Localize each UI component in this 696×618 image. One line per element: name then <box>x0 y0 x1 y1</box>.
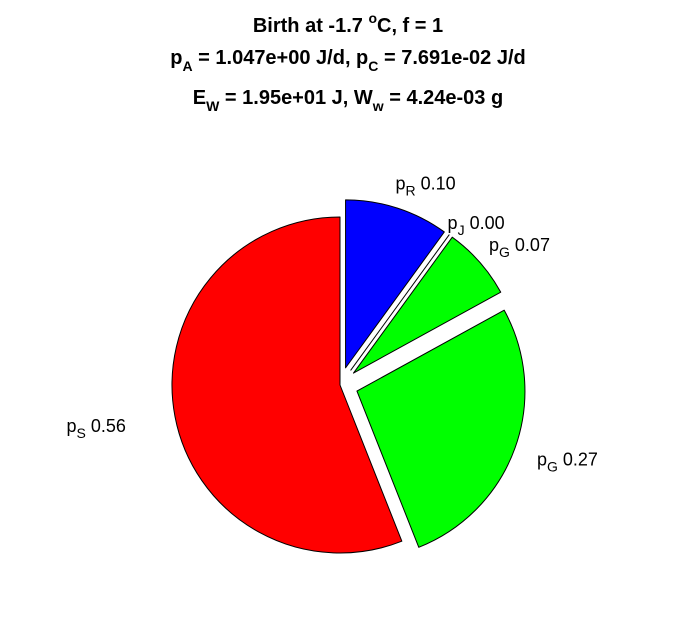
slice-label-0: pR 0.10 <box>396 173 456 198</box>
slice-label-2: pG 0.07 <box>489 235 550 260</box>
pie-slice-pg-3 <box>356 309 526 548</box>
pie-slice-pr-0 <box>345 199 445 369</box>
slice-label-4: pS 0.56 <box>66 416 125 441</box>
pie-slice-ps-4 <box>171 216 403 554</box>
slice-label-1: pJ 0.00 <box>448 213 505 238</box>
pie-slices <box>171 199 526 554</box>
pie-slice-pg-2 <box>353 236 502 374</box>
slice-label-3: pG 0.27 <box>537 450 598 475</box>
chart-title-line: EW = 1.95e+01 J, Ww = 4.24e-03 g <box>193 87 503 114</box>
chart-title-line: Birth at -1.7 oC, f = 1 <box>253 10 443 37</box>
chart-title: Birth at -1.7 oC, f = 1 pA = 1.047e+00 J/… <box>170 10 525 114</box>
chart-title-line: pA = 1.047e+00 J/d, pC = 7.691e-02 J/d <box>170 47 525 74</box>
pie-slice-pj-1 <box>350 234 450 371</box>
